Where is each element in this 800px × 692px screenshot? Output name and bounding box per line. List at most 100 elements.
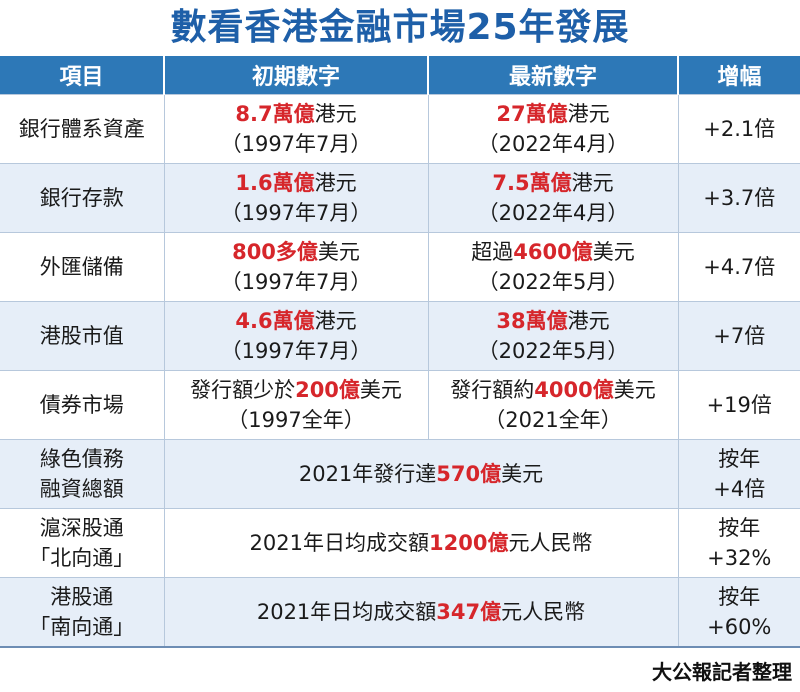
table-row: 綠色債務 融資總額 2021年發行達570億美元 按年 +4倍 <box>0 439 800 509</box>
row-initial: 4.6萬億港元 （1997年7月） <box>164 301 429 371</box>
latest-unit: 港元 <box>567 309 610 333</box>
initial-value: 800多億 <box>232 240 318 264</box>
row-item: 港股市值 <box>0 301 165 371</box>
finance-table: 項目 初期數字 最新數字 增幅 銀行體系資產 8.7萬億港元 （1997年7月）… <box>0 56 800 692</box>
table-header-row: 項目 初期數字 最新數字 增幅 <box>0 56 800 95</box>
latest-value: 4600億 <box>513 240 593 264</box>
initial-unit: 美元 <box>359 378 402 402</box>
row-merged-value: 2021年日均成交額1200億元人民幣 <box>164 508 679 578</box>
item-line: 「北向通」 <box>29 546 135 570</box>
row-item: 銀行存款 <box>0 163 165 233</box>
merged-value: 347億 <box>436 600 502 624</box>
footer-row: 大公報記者整理 <box>0 646 800 692</box>
header-item: 項目 <box>0 56 165 95</box>
merged-value: 570億 <box>436 462 502 486</box>
row-item: 滬深股通 「北向通」 <box>0 508 165 578</box>
row-growth: +3.7倍 <box>678 163 800 233</box>
row-growth: 按年 +4倍 <box>678 439 800 509</box>
merged-unit: 元人民幣 <box>508 531 593 555</box>
row-item: 港股通 「南向通」 <box>0 577 165 647</box>
latest-value: 4000億 <box>534 378 614 402</box>
initial-unit: 港元 <box>314 309 357 333</box>
initial-value: 200億 <box>295 378 360 402</box>
row-latest: 超過4600億美元 （2022年5月） <box>428 232 679 302</box>
row-merged-value: 2021年發行達570億美元 <box>164 439 679 509</box>
initial-value: 4.6萬億 <box>235 309 315 333</box>
header-growth: 增幅 <box>678 56 800 95</box>
merged-pre: 2021年日均成交額 <box>256 600 437 624</box>
latest-value: 38萬億 <box>496 309 568 333</box>
initial-value: 1.6萬億 <box>235 171 315 195</box>
merged-pre: 2021年日均成交額 <box>249 531 429 555</box>
latest-unit: 港元 <box>571 171 614 195</box>
row-item: 債券市場 <box>0 370 165 440</box>
row-item: 銀行體系資產 <box>0 94 165 164</box>
initial-unit: 美元 <box>317 240 360 264</box>
initial-unit: 港元 <box>314 102 357 126</box>
row-growth: 按年 +60% <box>678 577 800 647</box>
row-growth: +2.1倍 <box>678 94 800 164</box>
initial-pre: 發行額少於 <box>190 378 296 402</box>
row-growth: 按年 +32% <box>678 508 800 578</box>
row-initial: 發行額少於200億美元 （1997全年） <box>164 370 429 440</box>
latest-value: 27萬億 <box>496 102 568 126</box>
item-line: 港股通 <box>50 585 114 609</box>
growth-line: 按年 <box>718 585 761 609</box>
row-initial: 1.6萬億港元 （1997年7月） <box>164 163 429 233</box>
initial-date: （1997年7月） <box>220 132 372 156</box>
row-initial: 800多億美元 （1997年7月） <box>164 232 429 302</box>
latest-unit: 美元 <box>592 240 635 264</box>
merged-pre: 2021年發行達 <box>298 462 437 486</box>
latest-date: （2022年4月） <box>477 201 629 225</box>
header-latest: 最新數字 <box>428 56 679 95</box>
growth-line: +32% <box>707 546 772 570</box>
merged-value: 1200億 <box>429 531 509 555</box>
latest-date: （2022年5月） <box>477 339 629 363</box>
latest-pre: 超過 <box>471 240 514 264</box>
row-merged-value: 2021年日均成交額347億元人民幣 <box>164 577 679 647</box>
item-line: 「南向通」 <box>29 615 135 639</box>
item-line: 綠色債務 <box>39 447 124 471</box>
initial-date: （1997全年） <box>227 408 365 432</box>
row-growth: +4.7倍 <box>678 232 800 302</box>
latest-unit: 美元 <box>613 378 656 402</box>
table-row: 港股市值 4.6萬億港元 （1997年7月） 38萬億港元 （2022年5月） … <box>0 301 800 371</box>
latest-date: （2022年5月） <box>477 270 629 294</box>
row-item: 綠色債務 融資總額 <box>0 439 165 509</box>
initial-unit: 港元 <box>314 171 357 195</box>
initial-date: （1997年7月） <box>220 270 372 294</box>
table-row: 債券市場 發行額少於200億美元 （1997全年） 發行額約4000億美元 （2… <box>0 370 800 440</box>
latest-unit: 港元 <box>567 102 610 126</box>
growth-line: 按年 <box>718 516 761 540</box>
initial-date: （1997年7月） <box>220 339 372 363</box>
table-row: 外匯儲備 800多億美元 （1997年7月） 超過4600億美元 （2022年5… <box>0 232 800 302</box>
item-line: 融資總額 <box>39 477 124 501</box>
latest-date: （2022年4月） <box>477 132 629 156</box>
table-row: 銀行存款 1.6萬億港元 （1997年7月） 7.5萬億港元 （2022年4月）… <box>0 163 800 233</box>
table-row: 滬深股通 「北向通」 2021年日均成交額1200億元人民幣 按年 +32% <box>0 508 800 578</box>
source-credit: 大公報記者整理 <box>0 646 800 692</box>
latest-date: （2021全年） <box>484 408 622 432</box>
growth-line: +4倍 <box>713 477 766 501</box>
growth-line: 按年 <box>718 447 761 471</box>
table-row: 銀行體系資產 8.7萬億港元 （1997年7月） 27萬億港元 （2022年4月… <box>0 94 800 164</box>
item-line: 滬深股通 <box>39 516 124 540</box>
latest-value: 7.5萬億 <box>492 171 572 195</box>
row-latest: 發行額約4000億美元 （2021全年） <box>428 370 679 440</box>
row-item: 外匯儲備 <box>0 232 165 302</box>
row-latest: 7.5萬億港元 （2022年4月） <box>428 163 679 233</box>
initial-date: （1997年7月） <box>220 201 372 225</box>
row-growth: +7倍 <box>678 301 800 371</box>
table-row: 港股通 「南向通」 2021年日均成交額347億元人民幣 按年 +60% <box>0 577 800 647</box>
growth-line: +60% <box>707 615 772 639</box>
page-title: 數看香港金融市場25年發展 <box>170 7 630 48</box>
latest-pre: 發行額約 <box>450 378 535 402</box>
initial-value: 8.7萬億 <box>235 102 315 126</box>
row-growth: +19倍 <box>678 370 800 440</box>
row-latest: 38萬億港元 （2022年5月） <box>428 301 679 371</box>
header-initial: 初期數字 <box>164 56 429 95</box>
row-initial: 8.7萬億港元 （1997年7月） <box>164 94 429 164</box>
row-latest: 27萬億港元 （2022年4月） <box>428 94 679 164</box>
merged-unit: 美元 <box>501 462 544 486</box>
merged-unit: 元人民幣 <box>501 600 586 624</box>
